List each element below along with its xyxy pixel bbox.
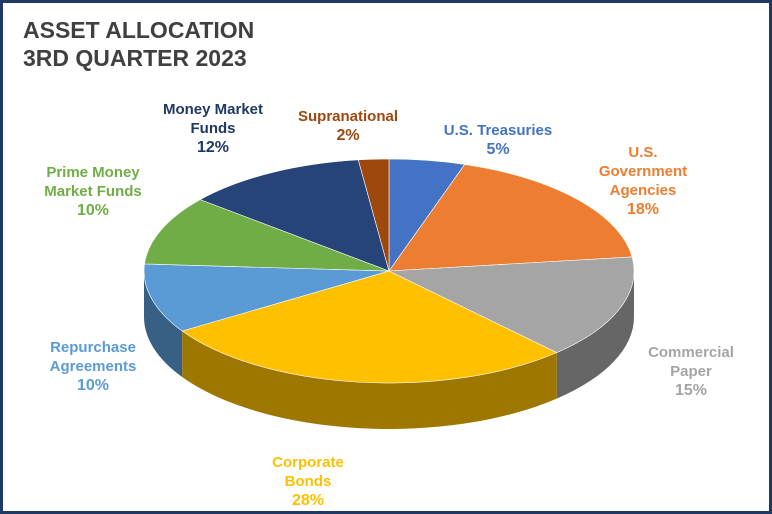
category-label: U.S. Government Agencies — [598, 144, 688, 199]
value-label: 28% — [291, 492, 325, 509]
slice — [143, 263, 390, 332]
value-label: 2% — [336, 127, 360, 144]
data-label: Money Market Funds 12% — [153, 100, 273, 157]
value-label: 10% — [76, 377, 110, 394]
slice — [357, 158, 390, 272]
category-label: Repurchase Agreements — [49, 339, 137, 375]
value-label: 5% — [486, 141, 510, 158]
data-label: Repurchase Agreements 10% — [36, 338, 151, 395]
data-label: U.S. Government Agencies 18% — [591, 143, 696, 219]
category-label: Commercial Paper — [648, 344, 734, 380]
category-label: Prime Money Market Funds — [44, 164, 142, 200]
slice-side — [144, 271, 183, 378]
slice — [144, 199, 390, 272]
chart-title: ASSET ALLOCATION — [23, 17, 255, 43]
category-label: Money Market Funds — [162, 101, 264, 137]
value-label: 12% — [196, 139, 230, 156]
slice-side — [182, 331, 557, 429]
data-label: Commercial Paper 15% — [639, 343, 744, 400]
pie-area — [143, 158, 635, 429]
data-label: U.S. Treasuries 5% — [423, 121, 573, 159]
slice-side — [556, 271, 634, 399]
slice — [388, 164, 633, 272]
slice — [199, 159, 390, 272]
value-label: 10% — [76, 202, 110, 219]
slice — [387, 256, 635, 353]
slice — [181, 270, 558, 384]
category-label: Corporate Bonds — [272, 454, 344, 490]
data-label: Prime Money Market Funds 10% — [28, 163, 158, 220]
chart-subtitle: 3RD QUARTER 2023 — [23, 45, 247, 71]
data-label: Supranational 2% — [283, 107, 413, 145]
value-label: 15% — [674, 382, 708, 399]
category-label: U.S. Treasuries — [443, 122, 553, 139]
category-label: Supranational — [297, 108, 398, 125]
value-label: 18% — [626, 201, 660, 218]
data-label: Corporate Bonds 28% — [261, 453, 356, 510]
